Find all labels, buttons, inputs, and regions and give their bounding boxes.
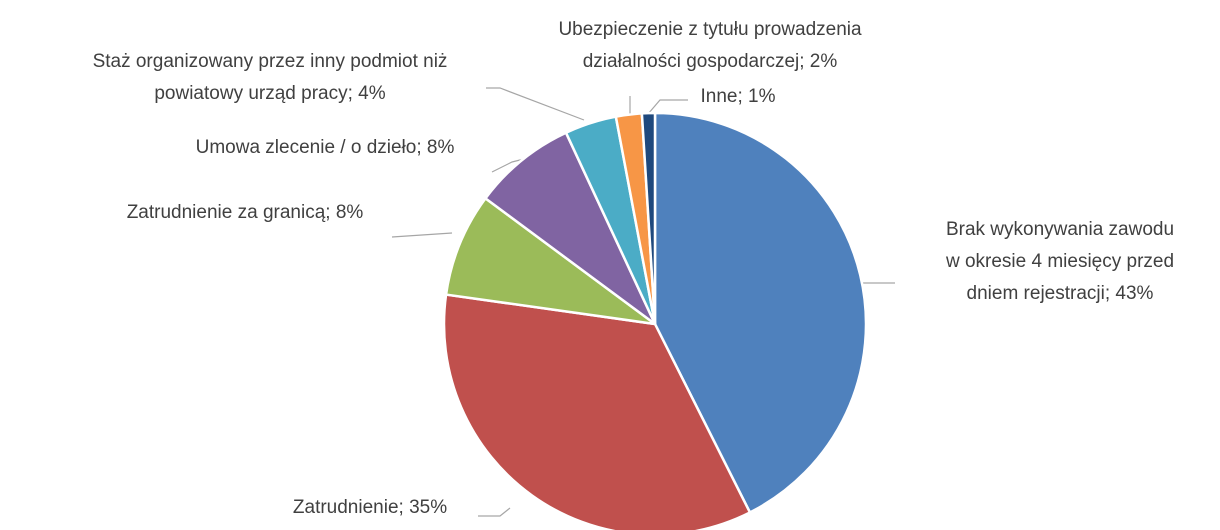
leader-lines [391,87,895,517]
pie-slice [444,196,656,326]
data-label: dniem rejestracji; 43% [967,283,1154,304]
pie-slice [442,293,752,530]
leader-line [478,507,511,517]
data-label: powiatowy urząd pracy; 4% [154,83,385,104]
data-label: Umowa zlecenie / o dzieło; 8% [196,137,455,158]
data-label: Zatrudnienie; 35% [293,497,447,518]
leader-line [391,232,453,238]
leader-line [647,99,688,115]
data-label: Brak wykonywania zawodu [946,219,1174,240]
pie-slice [640,111,657,325]
pie-slice [483,131,657,326]
pie-slice [653,111,868,515]
data-label: działalności gospodarczej; 2% [583,51,838,72]
data-label: Zatrudnienie za granicą; 8% [127,202,364,223]
leader-line [486,87,585,121]
data-label: Staż organizowany przez inny podmiot niż [93,51,448,72]
data-label: Ubezpieczenie z tytułu prowadzenia [558,19,862,40]
data-label: Inne; 1% [701,86,776,107]
data-label: w okresie 4 miesięcy przed [945,251,1174,272]
